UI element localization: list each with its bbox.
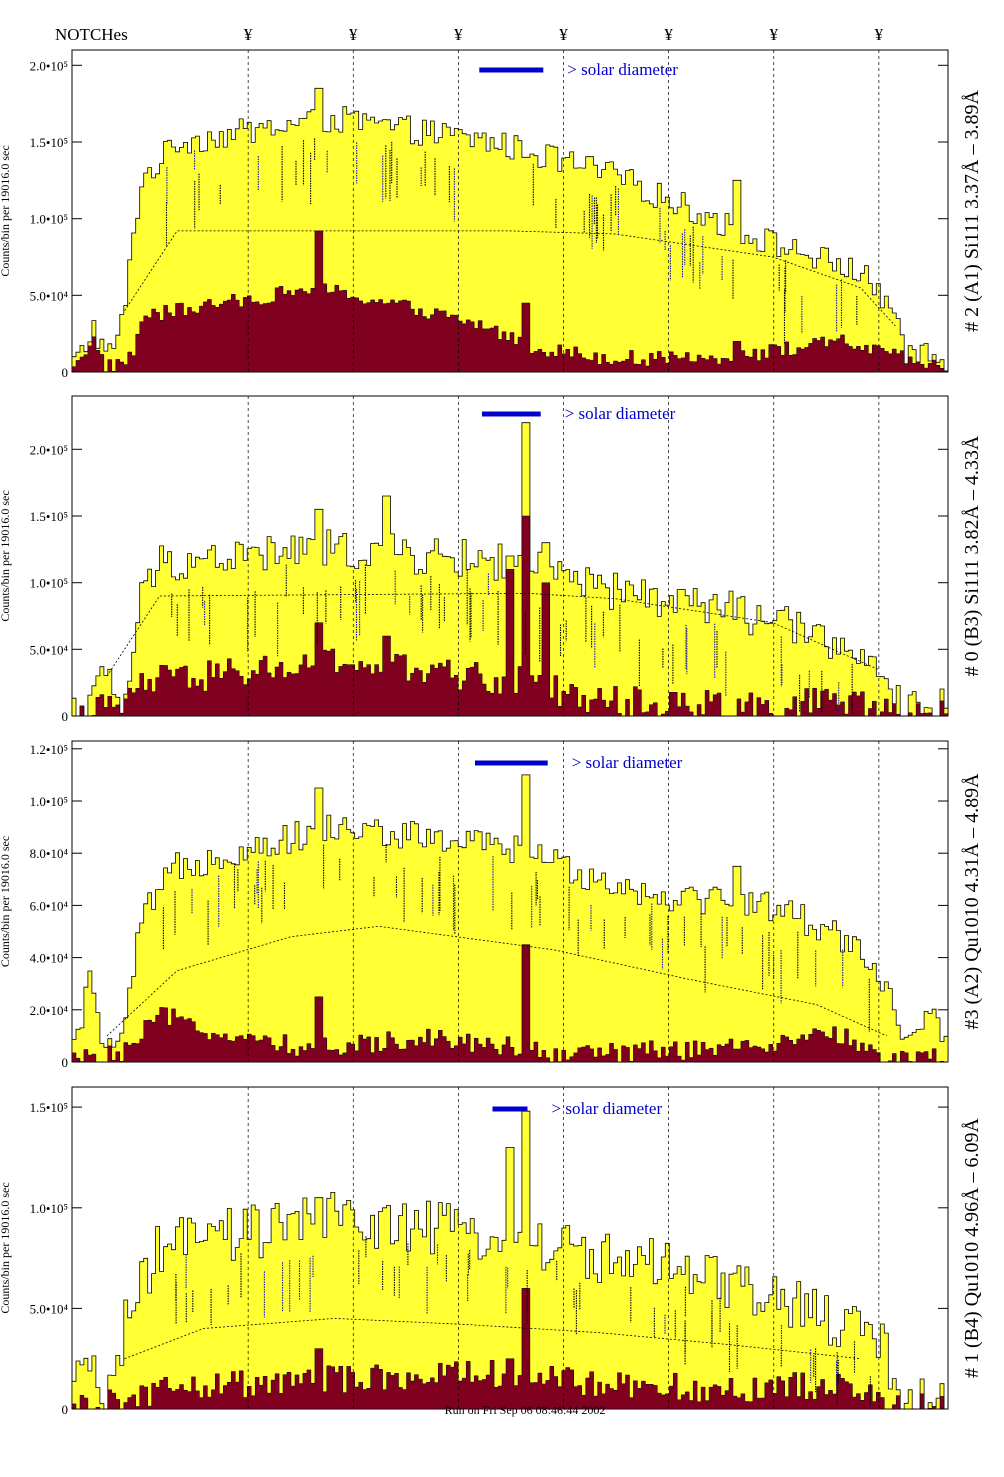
panels: 0 5.0•10⁴ 1.0•10⁵ 1.5•10⁵ 2.0•10⁵ Counts/bin … xyxy=(0,49,983,1417)
notch-header: ¥ ¥ ¥ ¥ ¥ ¥ ¥ xyxy=(244,25,884,44)
notch-marker-4: ¥ xyxy=(559,25,568,44)
low-counts-histogram xyxy=(72,515,949,717)
y-axis-label: Counts/bin per 19016.0 sec xyxy=(0,145,12,276)
y-tick-label-2: 1.0•10⁵ xyxy=(30,212,68,227)
y-tick-label-0: 0 xyxy=(62,1055,69,1070)
solar-diameter-label: > solar diameter xyxy=(567,60,678,79)
model-curve xyxy=(124,1317,861,1360)
y-tick-label-3: 1.5•10⁵ xyxy=(30,135,68,150)
y-tick-label-3: 6.0•10⁴ xyxy=(30,898,69,913)
low-counts-histogram xyxy=(71,230,949,373)
detector-label: #3 (A2) Qu1010 4.31Å – 4.89Å xyxy=(961,773,983,1030)
notch-marker-1: ¥ xyxy=(244,25,253,44)
y-tick-label-1: 5.0•10⁴ xyxy=(30,642,69,657)
low-counts-histogram xyxy=(71,1288,948,1410)
solar-diameter-label: > solar diameter xyxy=(572,753,683,772)
y-tick-label-4: 8.0•10⁴ xyxy=(30,846,69,861)
solar-diameter-bar xyxy=(479,67,544,73)
solar-diameter-bar xyxy=(482,411,541,417)
detector-label: # 0 (B3) Si111 3.82Å – 4.33Å xyxy=(961,435,983,676)
y-tick-label-4: 2.0•10⁵ xyxy=(30,442,68,457)
run-footer: Run on Fri Sep 06 08:46:44 2002 xyxy=(445,1403,606,1417)
y-tick-label-2: 4.0•10⁴ xyxy=(30,951,69,966)
y-tick-label-6: 1.2•10⁵ xyxy=(30,742,68,757)
y-tick-label-4: 2.0•10⁵ xyxy=(30,58,68,73)
y-tick-label-3: 1.5•10⁵ xyxy=(30,1100,68,1115)
y-tick-label-3: 1.5•10⁵ xyxy=(30,509,68,524)
y-tick-label-1: 5.0•10⁴ xyxy=(30,1301,69,1316)
model-curve xyxy=(124,230,896,327)
y-tick-label-1: 5.0•10⁴ xyxy=(30,288,69,303)
panel-1: 0 5.0•10⁴ 1.0•10⁵ 1.5•10⁵ 2.0•10⁵ Counts/bin … xyxy=(0,49,983,380)
solar-diameter-bar xyxy=(492,1106,528,1112)
solar-diameter-label: > solar diameter xyxy=(565,404,676,423)
total-counts-histogram xyxy=(71,774,949,1063)
y-tick-label-2: 1.0•10⁵ xyxy=(30,1201,68,1216)
y-tick-label-2: 1.0•10⁵ xyxy=(30,576,68,591)
panel-4: 0 5.0•10⁴ 1.0•10⁵ 1.5•10⁵ Counts/bin per 190… xyxy=(0,1086,983,1417)
y-tick-label-1: 2.0•10⁴ xyxy=(30,1003,69,1018)
y-axis-label: Counts/bin per 19016.0 sec xyxy=(0,836,12,967)
model-curve xyxy=(106,925,887,1037)
notch-marker-2: ¥ xyxy=(349,25,358,44)
panel-2: 0 5.0•10⁴ 1.0•10⁵ 1.5•10⁵ 2.0•10⁵ Counts/bin … xyxy=(0,395,983,724)
solar-diameter-label: > solar diameter xyxy=(552,1099,663,1118)
detector-label: # 1 (B4) Qu1010 4.96Å – 6.09Å xyxy=(961,1117,983,1378)
y-tick-label-5: 1.0•10⁵ xyxy=(30,794,68,809)
y-tick-label-0: 0 xyxy=(62,365,69,380)
notch-marker-6: ¥ xyxy=(770,25,779,44)
solar-diameter-bar xyxy=(475,760,548,766)
panel-3: 0 2.0•10⁴ 4.0•10⁴ 6.0•10⁴ 8.0•10⁴ 1.0•10⁵ 1.2•… xyxy=(0,740,983,1070)
notch-marker-7: ¥ xyxy=(875,25,884,44)
y-tick-label-0: 0 xyxy=(62,709,69,724)
notch-marker-5: ¥ xyxy=(664,25,673,44)
detector-label: # 2 (A1) Si111 3.37Å – 3.89Å xyxy=(961,90,983,332)
notch-marker-3: ¥ xyxy=(454,25,463,44)
notches-title: NOTCHes xyxy=(55,25,128,44)
y-axis-label: Counts/bin per 19016.0 sec xyxy=(0,1182,12,1313)
low-counts-histogram xyxy=(71,944,948,1063)
y-tick-label-0: 0 xyxy=(62,1402,69,1417)
y-axis-label: Counts/bin per 19016.0 sec xyxy=(0,490,12,621)
